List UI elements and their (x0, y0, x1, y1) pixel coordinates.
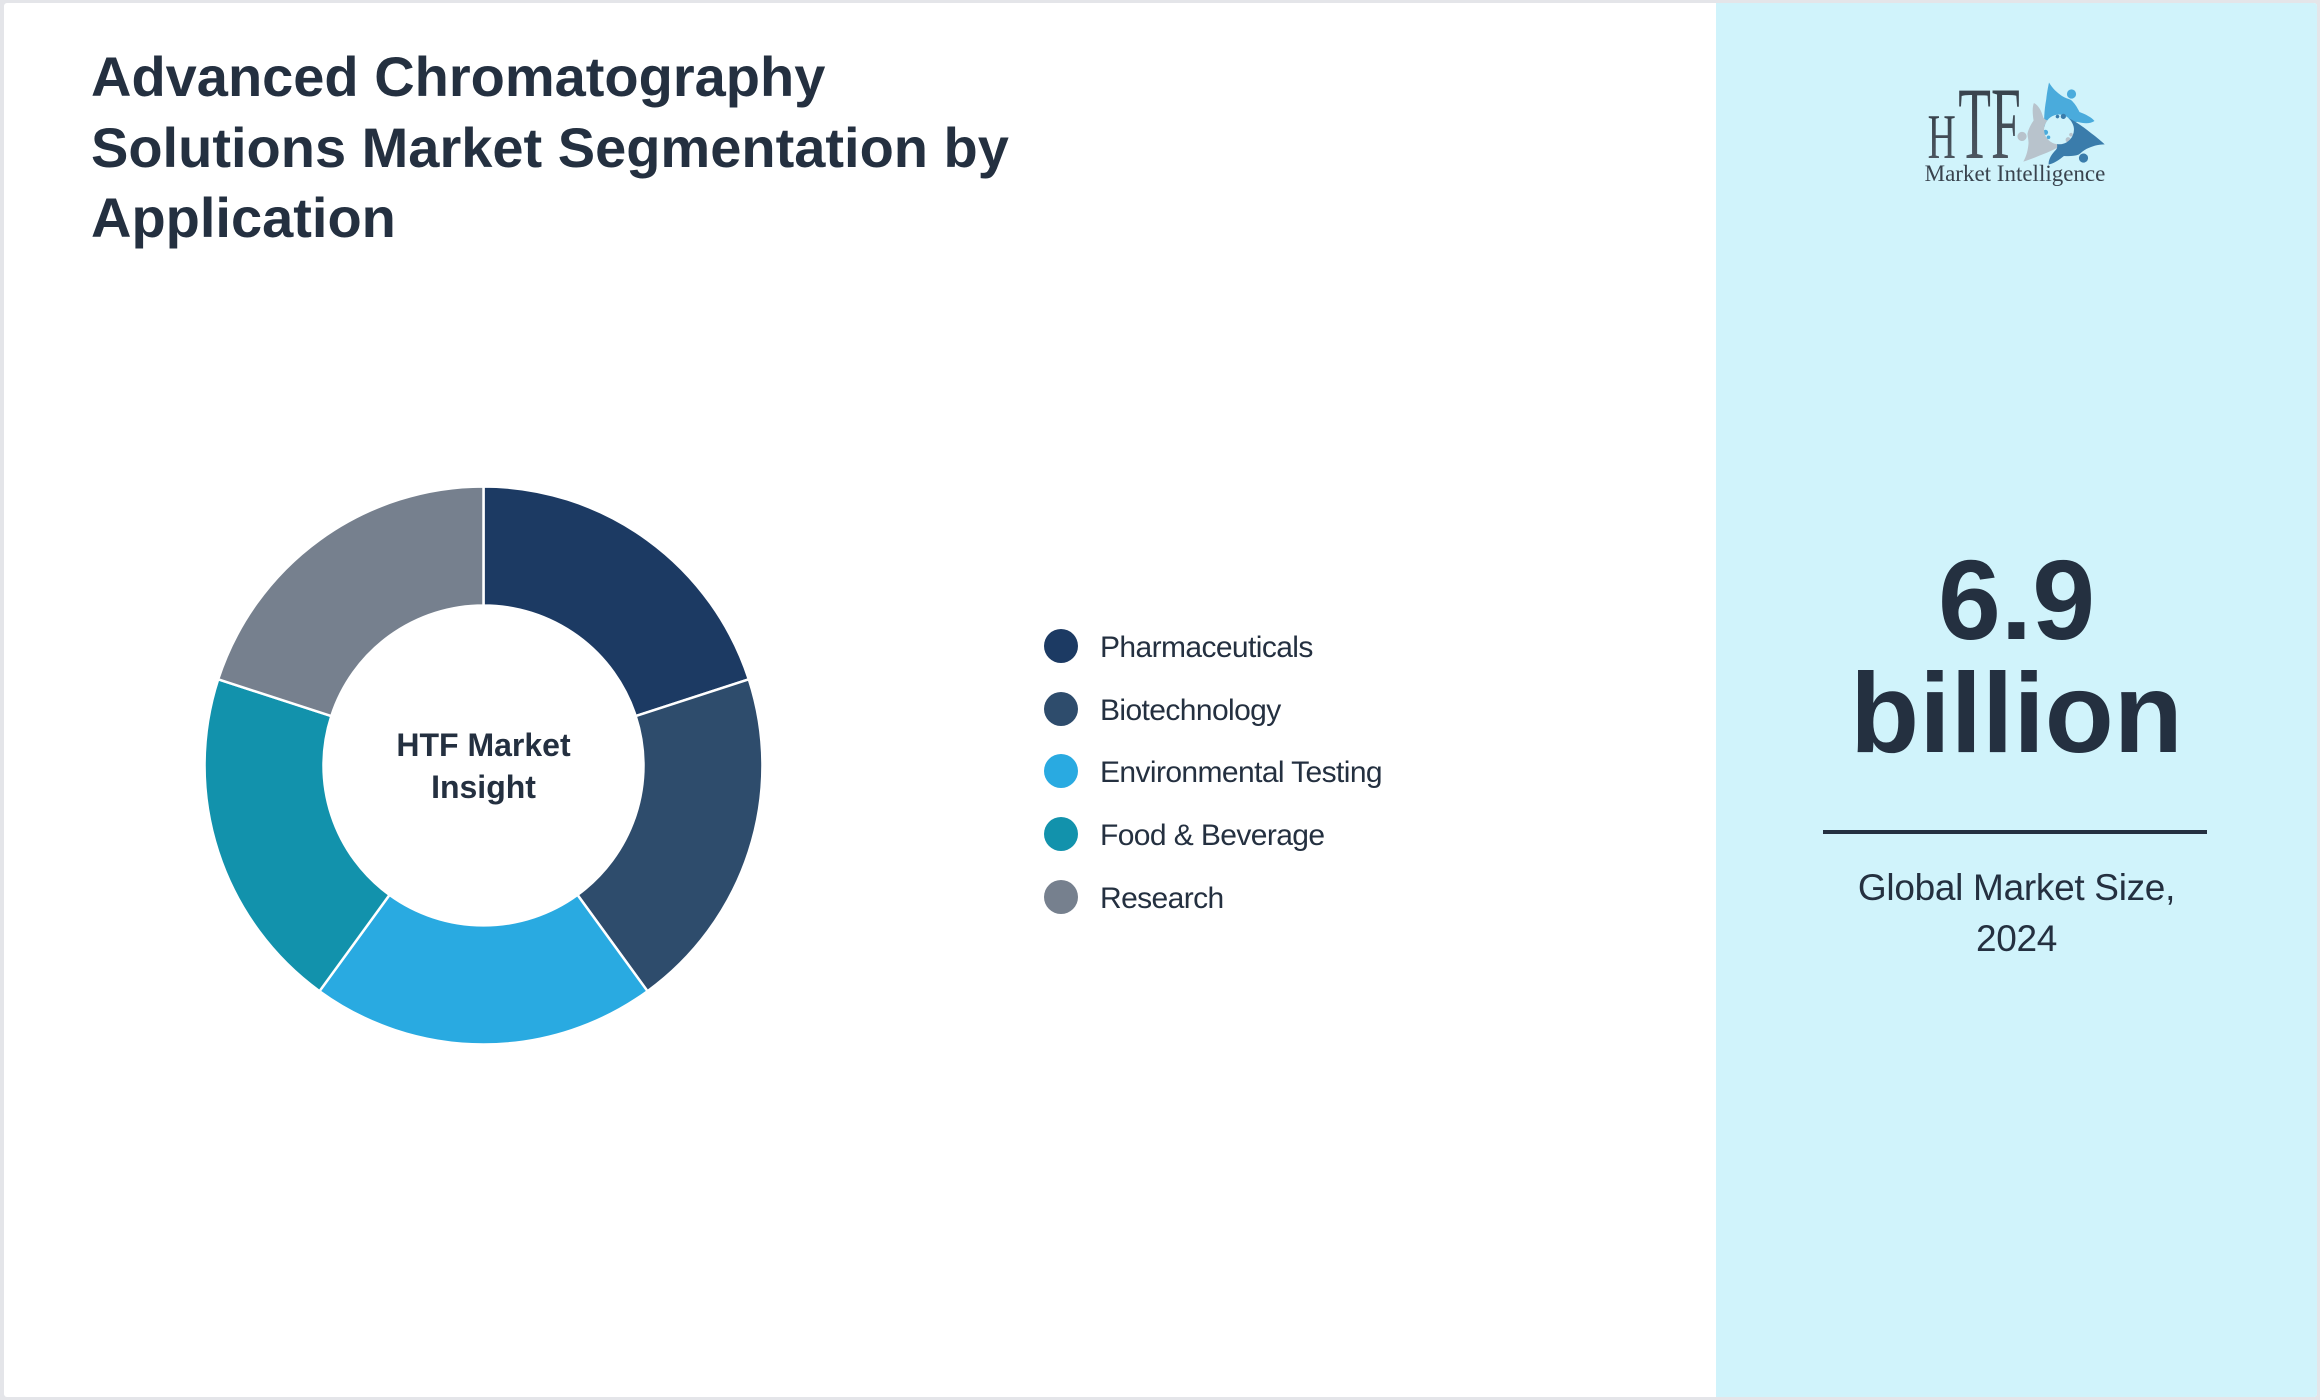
svg-text:TF: TF (1958, 78, 2021, 181)
svg-text:Market Intelligence: Market Intelligence (1925, 161, 2106, 186)
svg-text:H: H (1928, 103, 1956, 173)
